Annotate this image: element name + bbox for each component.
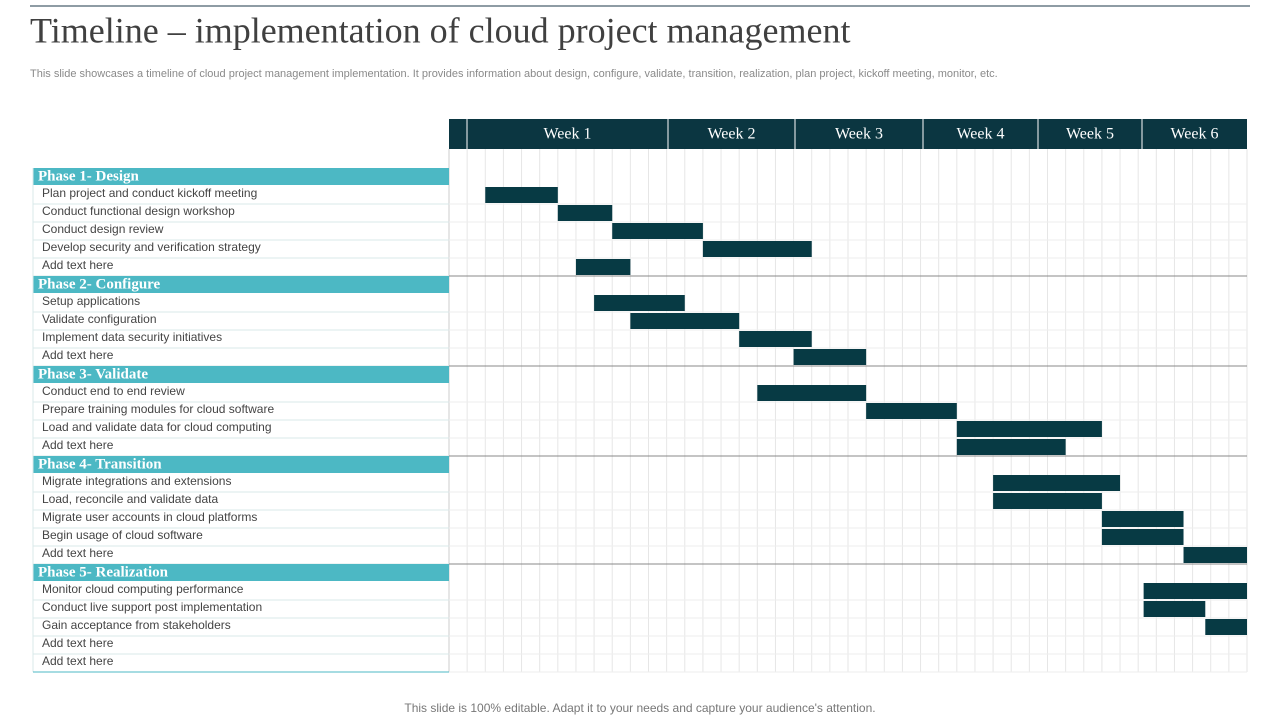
title: Timeline – implementation of cloud proje… [30,10,850,50]
task-bar [866,403,957,419]
task-bar [993,475,1121,491]
phase-label: Phase 2- Configure [38,276,161,292]
task-bar [575,259,631,275]
task-label: Develop security and verification strate… [42,240,261,254]
phase-label: Phase 5- Realization [38,564,169,580]
task-label: Begin usage of cloud software [42,528,203,542]
footer: This slide is 100% editable. Adapt it to… [404,701,875,715]
week-label: Week 4 [956,126,1004,143]
task-label: Implement data security initiatives [42,330,222,344]
task-bar [956,439,1066,455]
task-label: Conduct end to end review [42,384,185,398]
task-bar [956,421,1102,437]
task-bar [1205,619,1247,635]
task-label: Add text here [42,348,114,362]
task-label: Migrate user accounts in cloud platforms [42,510,257,524]
task-label: Add text here [42,546,114,560]
week-label: Week 2 [707,126,755,143]
task-bar [702,241,812,257]
task-label: Add text here [42,258,114,272]
phase-label: Phase 4- Transition [38,456,162,472]
task-bar [1183,547,1247,563]
task-label: Add text here [42,636,114,650]
week-label: Week 3 [835,126,883,143]
task-label: Conduct design review [42,222,164,236]
subtitle: This slide showcases a timeline of cloud… [30,68,998,80]
task-label: Conduct live support post implementation [42,600,262,614]
phase-band [33,168,449,185]
task-bar [594,295,685,311]
phase-band [33,456,449,473]
task-bar [630,313,740,329]
week-label: Week 5 [1066,126,1114,143]
task-bar [1101,511,1184,527]
task-label: Migrate integrations and extensions [42,474,231,488]
task-bar [993,493,1102,509]
task-label: Load, reconcile and validate data [42,492,218,506]
task-label: Conduct functional design workshop [42,204,235,218]
task-bar [485,187,558,203]
task-bar [612,223,703,239]
task-bar [793,349,867,365]
task-label: Load and validate data for cloud computi… [42,420,272,434]
phase-label: Phase 1- Design [38,168,139,184]
task-bar [1101,529,1184,545]
phase-band [33,366,449,383]
phase-label: Phase 3- Validate [38,366,148,382]
phase-band [33,564,449,581]
task-label: Add text here [42,438,114,452]
task-label: Monitor cloud computing performance [42,582,244,596]
task-label: Setup applications [42,294,140,308]
week-label: Week 6 [1170,126,1218,143]
task-label: Validate configuration [42,312,157,326]
task-label: Add text here [42,654,114,668]
task-label: Gain acceptance from stakeholders [42,618,231,632]
task-bar [1143,583,1247,599]
phase-band [33,276,449,293]
task-bar [757,385,867,401]
header-band [449,119,1247,149]
week-label: Week 1 [543,126,591,143]
task-label: Prepare training modules for cloud softw… [42,402,274,416]
task-bar [557,205,613,221]
task-label: Plan project and conduct kickoff meeting [42,186,257,200]
task-bar [739,331,812,347]
task-bar [1143,601,1206,617]
